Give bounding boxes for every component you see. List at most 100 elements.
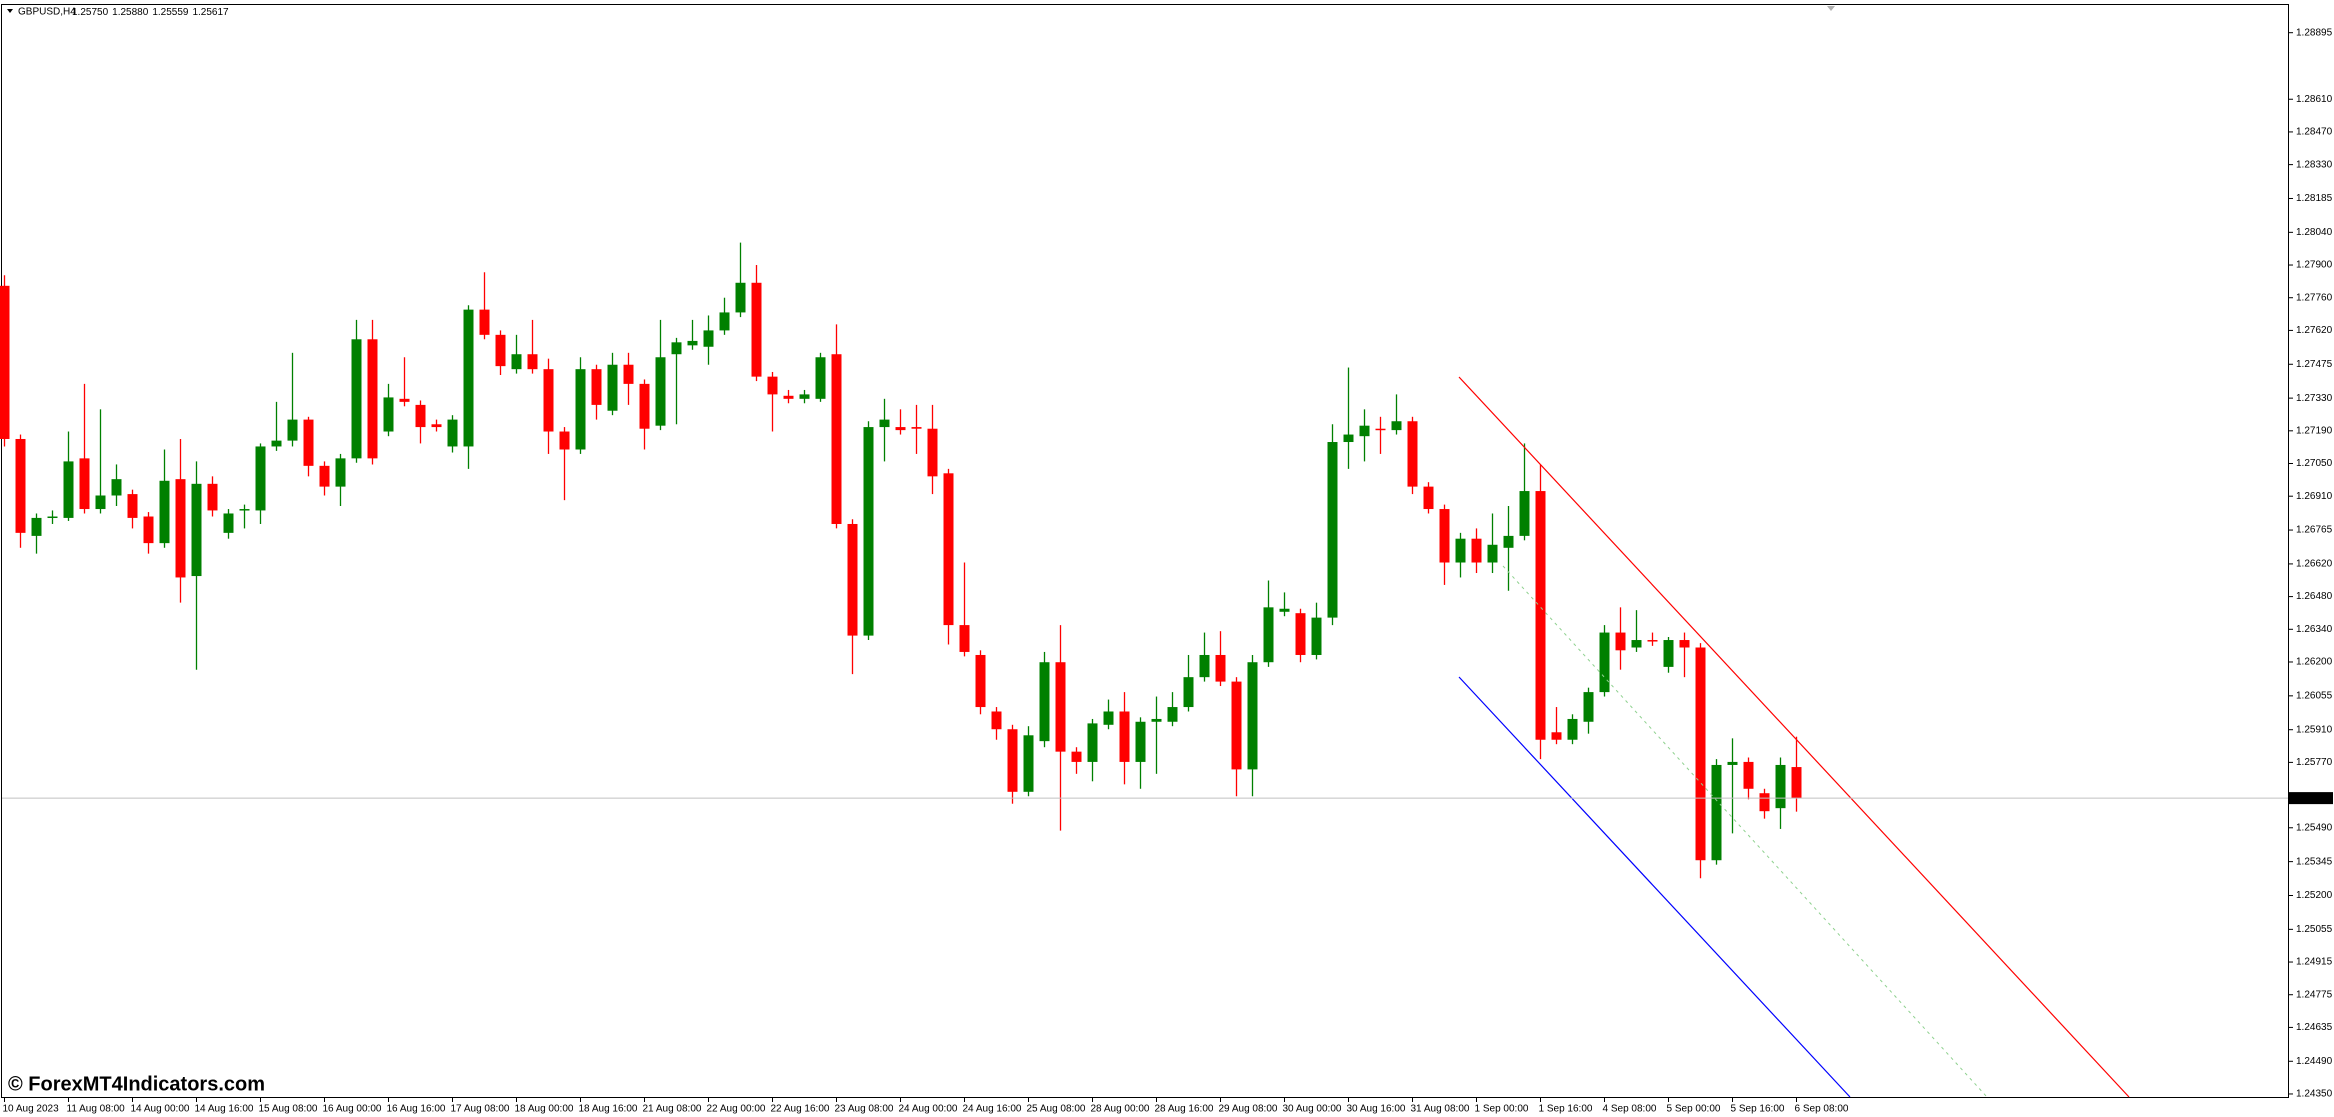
- x-tick-label: 11 Aug 08:00: [67, 1104, 126, 1115]
- y-tick-label: 1.28185: [2296, 193, 2333, 204]
- candle-body: [575, 369, 586, 450]
- chart-title: GBPUSD,H4: [18, 7, 76, 18]
- x-tick-label: 10 Aug 2023: [3, 1104, 60, 1115]
- candle-body: [735, 282, 746, 313]
- candle-body: [943, 473, 954, 626]
- candle-body: [1103, 711, 1114, 725]
- candle-body: [991, 711, 1002, 730]
- ohlc-value: 1.25880: [112, 7, 149, 18]
- y-tick-label: 1.26620: [2296, 559, 2333, 570]
- x-tick-label: 28 Aug 00:00: [1091, 1104, 1150, 1115]
- candle-body: [1759, 793, 1770, 812]
- candle-body: [1743, 761, 1754, 789]
- candle-body: [1711, 764, 1722, 861]
- y-tick-label: 1.27190: [2296, 425, 2333, 436]
- y-tick-label: 1.26765: [2296, 525, 2333, 536]
- candle-body: [383, 397, 394, 432]
- x-tick-label: 5 Sep 16:00: [1731, 1104, 1785, 1115]
- y-tick-label: 1.24635: [2296, 1022, 2333, 1033]
- candle-body: [1295, 613, 1306, 655]
- candle-body: [879, 419, 890, 428]
- candle-body: [543, 369, 554, 432]
- candle-body: [495, 334, 506, 367]
- x-tick-label: 29 Aug 08:00: [1219, 1104, 1278, 1115]
- candle-body: [1647, 640, 1658, 642]
- candle-body: [1007, 729, 1018, 792]
- x-tick-label: 16 Aug 16:00: [387, 1104, 446, 1115]
- x-tick-label: 30 Aug 00:00: [1283, 1104, 1342, 1115]
- x-tick-label: 15 Aug 08:00: [259, 1104, 318, 1115]
- candle-body: [1039, 662, 1050, 742]
- y-tick-label: 1.26480: [2296, 591, 2333, 602]
- x-tick-label: 1 Sep 16:00: [1539, 1104, 1593, 1115]
- candle-body: [111, 479, 122, 496]
- candle-body: [655, 357, 666, 426]
- x-tick-label: 1 Sep 00:00: [1475, 1104, 1529, 1115]
- candle-body: [95, 495, 106, 510]
- candle-body: [527, 354, 538, 370]
- candle-body: [1695, 647, 1706, 861]
- x-tick-label: 14 Aug 00:00: [131, 1104, 190, 1115]
- candle-body: [1391, 421, 1402, 431]
- candle-body: [1519, 491, 1530, 536]
- candle-body: [863, 427, 874, 636]
- candle-body: [511, 354, 522, 370]
- trend-line-lower: [1458, 676, 1851, 1098]
- candle-body: [815, 357, 826, 399]
- y-tick-label: 1.26055: [2296, 690, 2333, 701]
- candle-body: [1135, 721, 1146, 762]
- x-tick-label: 24 Aug 16:00: [963, 1104, 1022, 1115]
- y-tick-label: 1.28895: [2296, 27, 2333, 38]
- x-tick-label: 16 Aug 00:00: [323, 1104, 382, 1115]
- candle-body: [351, 339, 362, 459]
- candle-body: [367, 339, 378, 459]
- candle-body: [959, 625, 970, 652]
- candle-body: [255, 446, 266, 511]
- x-tick-label: 14 Aug 16:00: [195, 1104, 254, 1115]
- x-tick-label: 6 Sep 08:00: [1795, 1104, 1849, 1115]
- candle-body: [127, 494, 138, 518]
- x-tick-label: 18 Aug 16:00: [579, 1104, 638, 1115]
- y-tick-label: 1.25055: [2296, 924, 2333, 935]
- candle-body: [767, 376, 778, 395]
- y-tick-label: 1.28610: [2296, 94, 2333, 105]
- candle-body: [559, 431, 570, 450]
- candle-body: [415, 404, 426, 428]
- candle-body: [703, 330, 714, 347]
- y-tick-label: 1.26910: [2296, 491, 2333, 502]
- ohlc-value: 1.25559: [152, 7, 189, 18]
- candle-body: [847, 523, 858, 636]
- y-tick-label: 1.24915: [2296, 957, 2333, 968]
- candle-body: [159, 480, 170, 544]
- candle-body: [1071, 751, 1082, 762]
- x-tick-label: 4 Sep 08:00: [1603, 1104, 1657, 1115]
- candle-body: [1455, 538, 1466, 563]
- y-tick-label: 1.24490: [2296, 1056, 2333, 1067]
- x-tick-label: 24 Aug 00:00: [899, 1104, 958, 1115]
- candle-body: [639, 383, 650, 429]
- candle-body: [799, 394, 810, 399]
- candle-body: [31, 517, 42, 536]
- candle-body: [831, 354, 842, 524]
- candle-body: [175, 479, 186, 578]
- candle-body: [319, 465, 330, 487]
- candle-body: [1151, 718, 1162, 722]
- x-tick-label: 30 Aug 16:00: [1347, 1104, 1406, 1115]
- y-tick-label: 1.27760: [2296, 292, 2333, 303]
- candle-body: [479, 309, 490, 335]
- candle-body: [47, 516, 58, 519]
- x-tick-label: 23 Aug 08:00: [835, 1104, 894, 1115]
- y-tick-label: 1.27900: [2296, 260, 2333, 271]
- candle-body: [1231, 681, 1242, 770]
- candle-body: [1359, 425, 1370, 437]
- ohlc-value: 1.25750: [72, 7, 109, 18]
- x-tick-label: 28 Aug 16:00: [1155, 1104, 1214, 1115]
- candle-body: [63, 461, 74, 518]
- candle-body: [1215, 654, 1226, 682]
- y-tick-label: 1.27330: [2296, 393, 2333, 404]
- candle-body: [1247, 662, 1258, 770]
- candle-body: [1503, 535, 1514, 548]
- candle-body: [623, 364, 634, 384]
- candle-body: [431, 424, 442, 428]
